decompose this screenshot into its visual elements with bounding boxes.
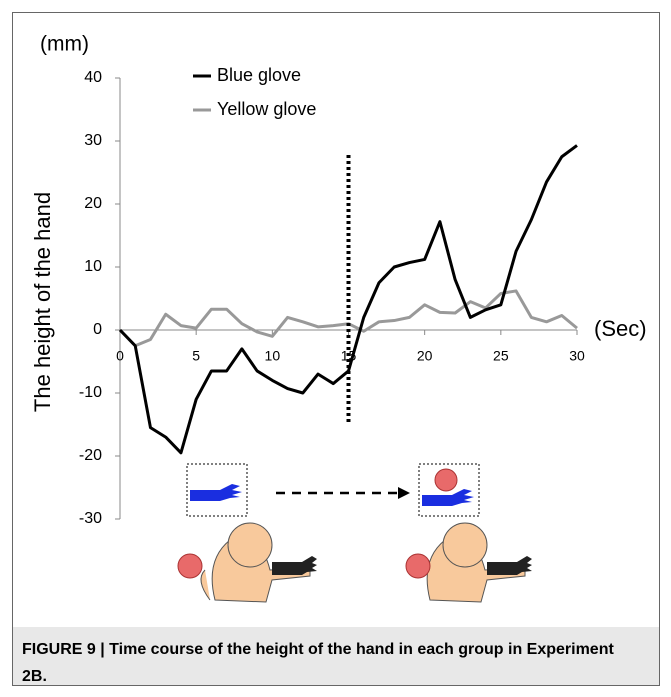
y-tick-label: 10 [84, 258, 102, 275]
x-tick-label: 0 [116, 348, 124, 364]
caption: FIGURE 9 | Time course of the height of … [22, 641, 614, 685]
blue-hand [422, 489, 474, 506]
x-tick-label: 25 [493, 348, 509, 364]
x-tick-label: 10 [265, 348, 281, 364]
y-tick-label: -20 [79, 447, 102, 464]
x-tick-label: 20 [417, 348, 433, 364]
x-tick-label: 5 [192, 348, 200, 364]
y-tick-label: 0 [93, 321, 102, 338]
y-unit: (mm) [40, 33, 89, 56]
y-tick-label: 20 [84, 195, 102, 212]
y-tick-label: 40 [84, 69, 102, 86]
blue-hand [190, 484, 242, 501]
legend-label: Yellow glove [217, 99, 316, 119]
person-right [405, 522, 532, 603]
illustration [177, 463, 532, 603]
legend-label: Blue glove [217, 65, 301, 85]
x-unit: (Sec) [594, 316, 647, 341]
y-tick-label: 30 [84, 132, 102, 149]
box-before [186, 463, 248, 517]
ball [434, 468, 458, 492]
box-after [418, 463, 480, 517]
arrow-head [398, 487, 410, 499]
frame [12, 12, 660, 686]
y-axis-title: The height of the hand [30, 192, 55, 412]
y-tick-label: -30 [79, 510, 102, 527]
caption-bg [13, 627, 659, 685]
y-tick-label: -10 [79, 384, 102, 401]
person-left [177, 522, 317, 603]
series-line [118, 144, 578, 455]
x-tick-label: 30 [569, 348, 585, 364]
